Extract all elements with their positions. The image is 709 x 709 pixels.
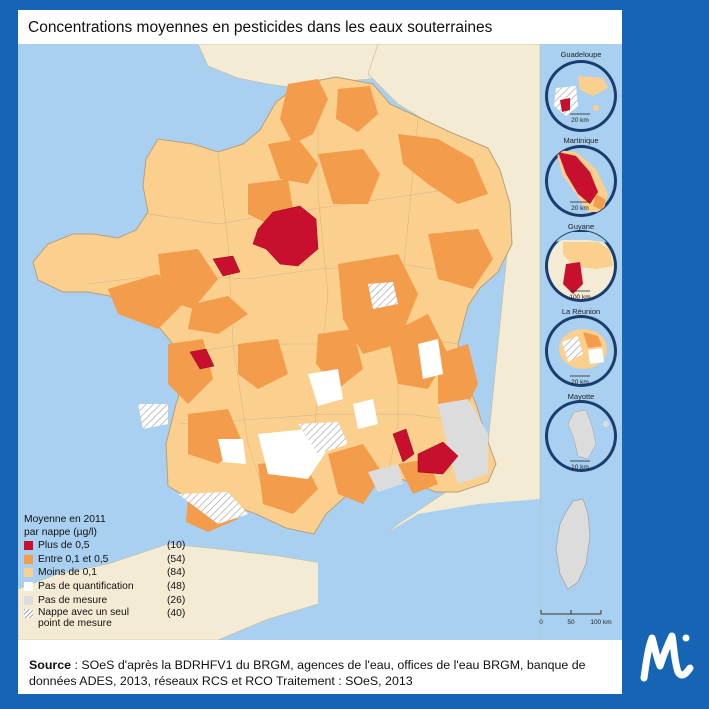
legend-count: (84) bbox=[167, 567, 186, 579]
legend-count: (48) bbox=[167, 581, 186, 593]
france-map: 0 50 100 km Guadeloupe 20 km Martinique … bbox=[18, 44, 622, 640]
legend-item-moins-01: Moins de 0,1 (84) bbox=[24, 566, 204, 580]
legend-item-plus-05: Plus de 0,5 (10) bbox=[24, 539, 204, 553]
legend-label-line1: Nappe avec un seul bbox=[38, 607, 130, 619]
zones-pas-de-mesure bbox=[368, 399, 488, 492]
scale-tick-100: 100 km bbox=[590, 619, 611, 626]
source-note: Source : SOeS d'après la BDRHFV1 du BRGM… bbox=[29, 657, 614, 689]
swatch-plus-05 bbox=[24, 541, 33, 550]
inset-la-reunion: La Réunion 20 km bbox=[545, 307, 617, 387]
swatch-pas-mesure bbox=[24, 595, 33, 605]
swatch-pas-quantification bbox=[24, 582, 33, 592]
swatch-entre-01-05 bbox=[24, 554, 33, 564]
map-title: Concentrations moyennes en pesticides da… bbox=[28, 19, 493, 36]
swatch-moins-01 bbox=[24, 568, 33, 578]
swatch-nappe-un-point bbox=[24, 609, 33, 619]
source-text: : SOeS d'après la BDRHFV1 du BRGM, agenc… bbox=[29, 658, 586, 688]
legend-item-entre-01-05: Entre 0,1 et 0,5 (54) bbox=[24, 553, 204, 567]
legend-label: Entre 0,1 et 0,5 bbox=[38, 553, 109, 565]
m-logo: M bbox=[640, 632, 694, 682]
legend-label: Moins de 0,1 bbox=[38, 567, 97, 579]
scale-tick-0: 0 bbox=[539, 619, 543, 626]
legend-item-nappe-un-point: Nappe avec un seul point de mesure (40) bbox=[24, 607, 204, 631]
m-logo-stroke bbox=[640, 632, 694, 682]
legend-title-line2: par nappe (µg/l) bbox=[24, 527, 97, 538]
m-logo-dot bbox=[682, 634, 690, 642]
legend-item-pas-mesure: Pas de mesure (26) bbox=[24, 594, 204, 608]
inset-scale-martinique: 20 km bbox=[571, 205, 589, 212]
legend-count: (54) bbox=[167, 553, 186, 565]
inset-guyane: Guyane 100 km bbox=[545, 222, 617, 302]
inset-label-guadeloupe: Guadeloupe bbox=[561, 50, 602, 59]
scale-tick-50: 50 bbox=[567, 619, 575, 626]
inset-scale-guadeloupe: 20 km bbox=[571, 117, 589, 124]
legend-label: Nappe avec un seul point de mesure bbox=[38, 607, 129, 629]
legend-item-pas-quantification: Pas de quantification (48) bbox=[24, 580, 204, 594]
zones-plus-de-05 bbox=[189, 205, 459, 475]
inset-mayotte: Mayotte 10 km bbox=[545, 392, 617, 472]
corsica bbox=[555, 498, 591, 590]
inset-scale-la-reunion: 20 km bbox=[571, 379, 589, 386]
legend-label: Pas de quantification bbox=[38, 581, 134, 593]
zones-nappe-un-point bbox=[138, 282, 398, 524]
sea-mediterranean bbox=[278, 499, 540, 640]
inset-label-mayotte: Mayotte bbox=[568, 392, 595, 401]
legend-label: Pas de mesure bbox=[38, 594, 108, 606]
inset-scale-guyane: 100 km bbox=[569, 294, 590, 301]
inset-scale-mayotte: 10 km bbox=[571, 464, 589, 471]
inset-label-martinique: Martinique bbox=[563, 136, 598, 145]
inset-martinique: Martinique 20 km bbox=[545, 136, 617, 217]
inset-label-la-reunion: La Réunion bbox=[562, 307, 600, 316]
legend-count: (40) bbox=[167, 608, 186, 620]
legend-count: (26) bbox=[167, 594, 186, 606]
legend-label: Plus de 0,5 bbox=[38, 540, 90, 551]
inset-label-guyane: Guyane bbox=[568, 222, 594, 231]
zones-entre-01-05 bbox=[108, 79, 493, 532]
source-label: Source bbox=[29, 658, 72, 672]
main-scale-bar: 0 50 100 km bbox=[539, 610, 612, 626]
legend: Moyenne en 2011 par nappe (µg/l) Plus de… bbox=[24, 513, 204, 631]
legend-title-line1: Moyenne en 2011 bbox=[24, 514, 106, 525]
legend-label-line2: point de mesure bbox=[38, 618, 112, 630]
legend-count: (10) bbox=[167, 540, 186, 551]
inset-guadeloupe: Guadeloupe 20 km bbox=[545, 50, 617, 132]
